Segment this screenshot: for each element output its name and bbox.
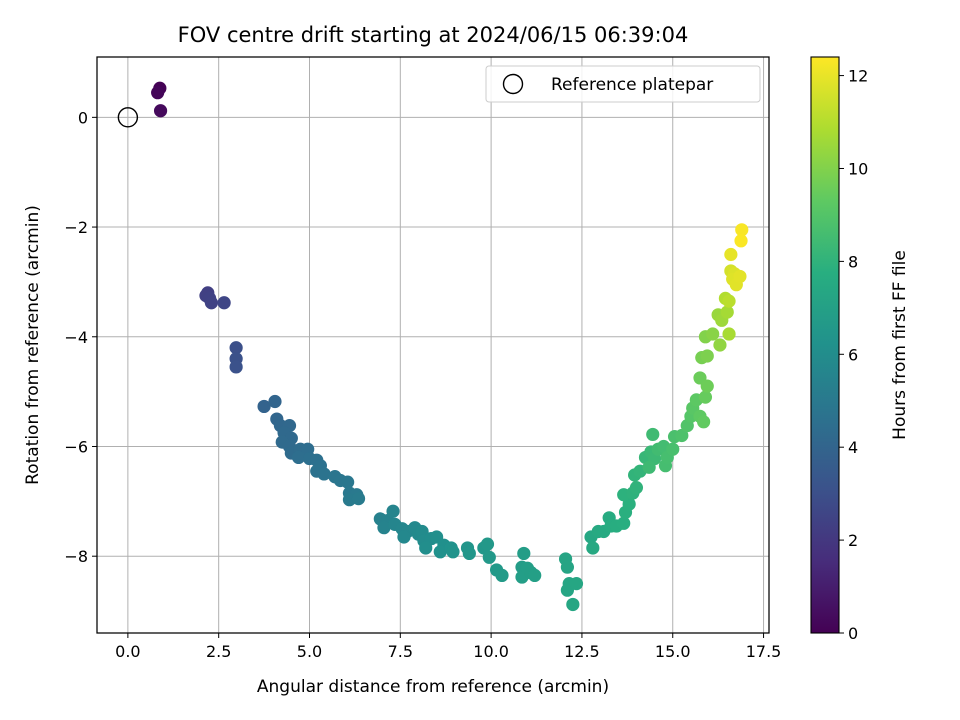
y-axis-label: Rotation from reference (arcmin) xyxy=(23,205,43,485)
data-point xyxy=(706,327,720,341)
data-point xyxy=(257,399,271,414)
data-point xyxy=(566,597,580,612)
colorbar xyxy=(810,56,840,634)
x-tick-label: 7.5 xyxy=(388,642,413,661)
data-point xyxy=(722,327,736,341)
data-point xyxy=(675,428,689,443)
legend-box xyxy=(485,65,761,103)
data-point xyxy=(722,294,736,308)
data-point xyxy=(734,234,748,248)
data-point xyxy=(292,450,306,465)
x-tick-label: 0.0 xyxy=(115,642,140,661)
data-point xyxy=(560,560,575,574)
data-point xyxy=(528,568,542,583)
data-point xyxy=(317,467,331,481)
data-point xyxy=(642,460,656,474)
data-point xyxy=(700,379,714,393)
data-point xyxy=(495,568,509,583)
colorbar-tick-label: 6 xyxy=(848,345,858,364)
data-point xyxy=(386,504,400,518)
colorbar-tick-label: 0 xyxy=(848,624,858,643)
data-point xyxy=(341,475,355,489)
data-point xyxy=(646,427,660,442)
chart-title: FOV centre drift starting at 2024/06/15 … xyxy=(178,23,689,47)
data-point xyxy=(433,545,447,559)
y-axis-ticks: 0 −2 −4 −6 −8 xyxy=(64,108,97,566)
colorbar-tick-label: 2 xyxy=(848,531,858,550)
plot-frame xyxy=(96,56,770,634)
data-point xyxy=(629,481,644,495)
data-point xyxy=(700,349,714,363)
x-axis-ticks: 0.0 2.5 5.0 7.5 10.0 12.5 15.0 17.5 xyxy=(115,633,781,661)
colorbar-tick-label: 4 xyxy=(848,438,858,457)
data-point xyxy=(351,492,366,506)
x-tick-label: 15.0 xyxy=(655,642,691,661)
colorbar-tick-label: 8 xyxy=(848,252,858,271)
data-point xyxy=(735,223,749,237)
data-point xyxy=(377,521,391,535)
reference-marker xyxy=(117,107,139,128)
data-points xyxy=(151,81,749,612)
data-point xyxy=(268,394,282,409)
y-tick-label: −4 xyxy=(64,328,88,347)
data-point xyxy=(698,390,713,404)
data-point xyxy=(229,341,243,355)
data-point xyxy=(462,546,476,561)
data-point xyxy=(153,104,168,118)
data-point xyxy=(697,415,711,429)
data-point xyxy=(617,516,631,530)
x-tick-label: 2.5 xyxy=(206,642,231,661)
reference-platepar-point xyxy=(117,107,139,128)
colorbar-ticks: 0 2 4 6 8 10 12 xyxy=(839,67,868,643)
colorbar-tick-label: 10 xyxy=(848,159,868,178)
y-tick-label: −6 xyxy=(64,437,88,456)
data-point xyxy=(720,305,734,319)
x-tick-label: 5.0 xyxy=(297,642,322,661)
data-point xyxy=(480,537,495,551)
data-point xyxy=(151,86,165,100)
data-point xyxy=(446,545,460,559)
colorbar-label: Hours from first FF file xyxy=(890,250,910,440)
data-point xyxy=(713,338,727,352)
legend: Reference platepar xyxy=(485,65,761,103)
grid-lines xyxy=(97,57,769,633)
y-tick-label: −8 xyxy=(64,547,88,566)
x-tick-label: 17.5 xyxy=(746,642,782,661)
y-tick-label: −2 xyxy=(64,218,88,237)
x-tick-label: 12.5 xyxy=(564,642,600,661)
data-point xyxy=(666,442,680,456)
colorbar-tick-label: 12 xyxy=(848,67,868,86)
data-point xyxy=(517,546,531,561)
legend-marker-open-circle xyxy=(502,73,524,95)
data-point xyxy=(560,583,575,597)
y-tick-label: 0 xyxy=(78,108,88,127)
data-point xyxy=(397,530,411,544)
data-point xyxy=(217,296,231,310)
data-point xyxy=(204,296,219,310)
data-point xyxy=(482,550,496,564)
x-tick-label: 10.0 xyxy=(473,642,509,661)
data-point xyxy=(733,269,747,284)
data-point xyxy=(724,247,738,262)
data-point xyxy=(586,541,600,555)
data-point xyxy=(229,360,243,374)
legend-label: Reference platepar xyxy=(551,75,713,95)
x-axis-label: Angular distance from reference (arcmin) xyxy=(257,677,609,697)
data-point xyxy=(419,541,433,555)
data-point xyxy=(569,577,584,591)
